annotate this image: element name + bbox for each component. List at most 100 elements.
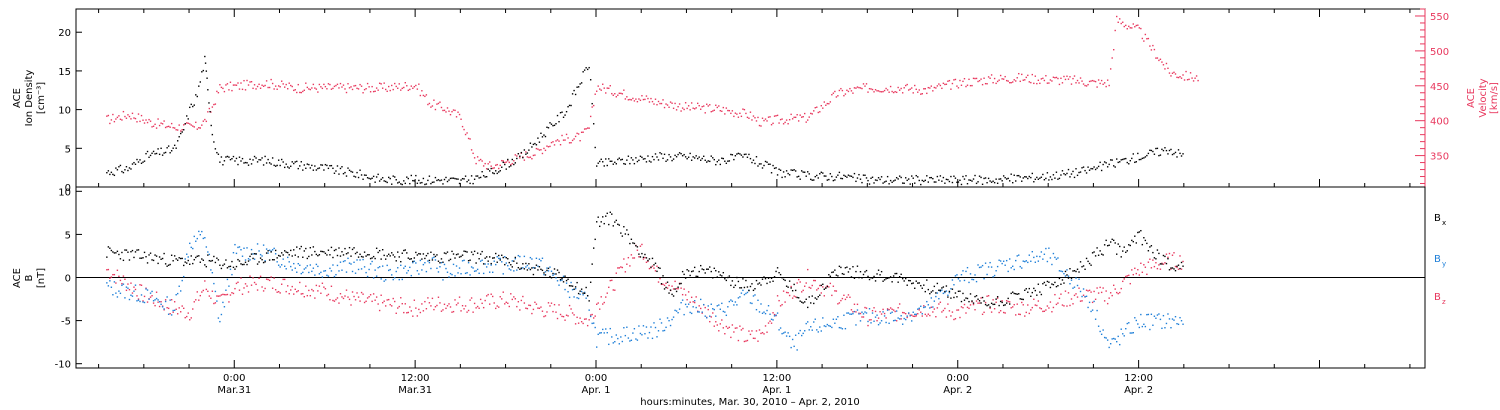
by-series-point (1022, 260, 1024, 262)
by-series-point (716, 305, 718, 307)
density-series-point (538, 141, 541, 143)
bx-series-point (363, 251, 366, 253)
by-series-point (154, 299, 156, 301)
bz-series-point (196, 291, 198, 293)
bz-series-point (589, 314, 592, 316)
bx-series-point (703, 268, 705, 271)
bz-series-point (449, 306, 452, 308)
by-series-point (867, 320, 869, 323)
by-series-point (219, 320, 221, 323)
velocity-series-point (737, 116, 740, 118)
by-series-point (597, 333, 599, 336)
by-series-point (769, 313, 771, 315)
density-series-point (823, 175, 826, 177)
bz-series-point (360, 291, 363, 294)
bz-series-point (421, 303, 423, 305)
by-series-point (189, 242, 191, 245)
density-series-point (727, 160, 729, 162)
by-series-point (1096, 309, 1098, 312)
density-series-point (990, 181, 993, 183)
velocity-series-point (433, 99, 435, 101)
by-series-point (187, 256, 189, 258)
bx-series-point (1091, 252, 1094, 254)
velocity-series-point (172, 126, 174, 129)
x-tick-date: Mar.31 (217, 385, 251, 396)
bz-series-point (804, 285, 806, 287)
bx-series-point (938, 289, 940, 291)
bx-series-point (1085, 257, 1088, 260)
bz-series-point (529, 304, 532, 307)
density-series-point (608, 158, 610, 160)
bz-series-point (195, 299, 197, 301)
bx-series-point (163, 252, 165, 255)
density-series-point (971, 180, 973, 182)
by-series-point (136, 300, 138, 302)
velocity-series-point (252, 87, 254, 90)
velocity-series-point (353, 85, 355, 87)
bz-series-point (1146, 273, 1148, 276)
by-series-point (963, 279, 966, 282)
density-series-point (175, 147, 177, 149)
bx-series-point (1018, 293, 1020, 295)
by-series-point (547, 270, 550, 272)
velocity-series-point (454, 109, 456, 112)
velocity-series-point (484, 162, 486, 165)
bz-series-point (763, 333, 765, 335)
bx-series-point (807, 306, 809, 309)
by-series-point (314, 274, 316, 276)
by-series-point (249, 259, 251, 261)
by-series-point (746, 291, 749, 294)
density-series-point (112, 173, 114, 176)
top-series-layer (106, 15, 1199, 186)
density-series-point (348, 169, 351, 172)
bx-series-point (499, 259, 501, 261)
velocity-series-point (1005, 79, 1008, 82)
by-series-point (1012, 265, 1014, 267)
bx-series-point (306, 257, 309, 260)
bx-series-point (341, 251, 343, 253)
bz-series-point (787, 292, 789, 294)
bx-series-point (1140, 229, 1142, 232)
bx-series-point (914, 287, 916, 289)
velocity-series-point (502, 160, 504, 162)
by-series-point (538, 258, 541, 260)
velocity-series-point (481, 160, 483, 162)
bx-series-point (1078, 271, 1080, 273)
bx-series-point (359, 253, 361, 255)
bx-series-point (282, 254, 284, 256)
bz-series-point (576, 316, 578, 319)
by-series-point (766, 309, 768, 312)
bx-series-point (318, 254, 321, 256)
velocity-series-point (549, 145, 551, 148)
density-series-point (133, 161, 135, 164)
by-series-point (580, 290, 583, 293)
velocity-series-point (782, 123, 785, 125)
density-series-point (256, 161, 259, 163)
by-series-point (987, 266, 990, 268)
velocity-series-point (413, 85, 416, 88)
velocity-series-point (588, 127, 590, 129)
density-series-point (975, 182, 978, 185)
velocity-series-point (867, 91, 869, 93)
bz-series-point (418, 308, 420, 311)
density-series-point (1171, 153, 1174, 156)
velocity-series-point (1018, 72, 1020, 75)
bx-series-point (773, 276, 776, 278)
x-tick-time: 0:00 (947, 373, 969, 384)
by-series-point (1156, 314, 1159, 316)
velocity-series-point (1105, 85, 1107, 88)
by-series-point (1021, 267, 1023, 269)
bx-series-point (525, 262, 527, 265)
velocity-series-point (476, 156, 479, 158)
by-series-point (825, 325, 827, 328)
velocity-series-point (791, 118, 794, 120)
by-series-point (308, 271, 310, 274)
bz-series-point (582, 322, 584, 325)
density-series-point (321, 164, 324, 166)
density-series-point (785, 170, 788, 172)
bz-series-point (1058, 297, 1061, 300)
bx-series-point (181, 257, 183, 260)
velocity-series-point (297, 83, 299, 86)
density-series-point (1063, 173, 1065, 175)
density-series-point (579, 83, 581, 85)
